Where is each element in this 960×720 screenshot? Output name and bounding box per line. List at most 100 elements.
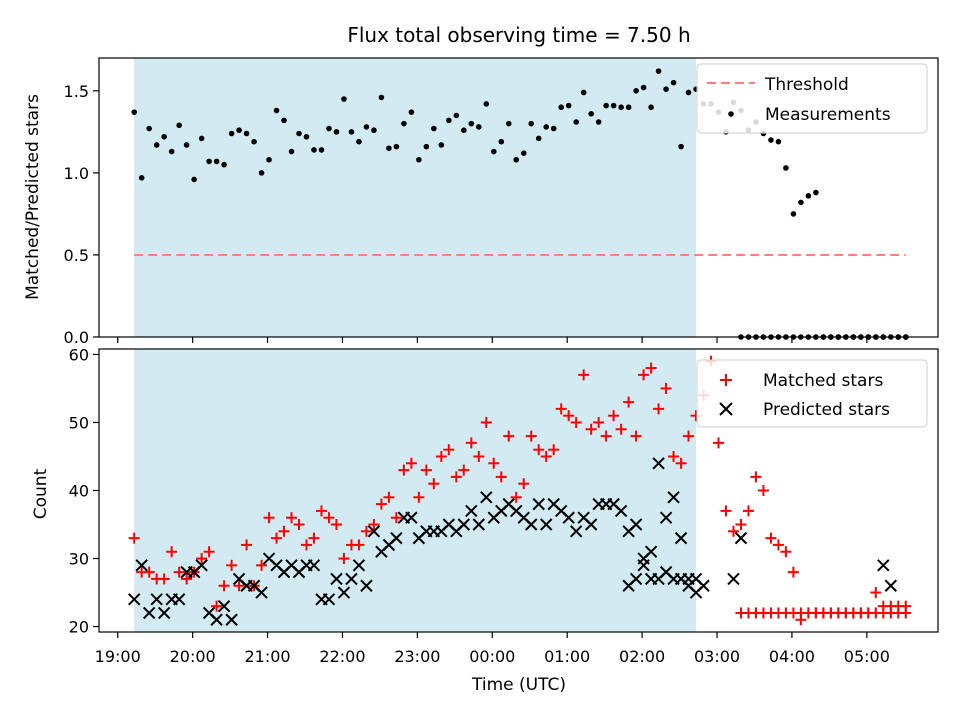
predicted-star-point: [884, 579, 898, 592]
top-shaded-interval: [134, 58, 697, 337]
matched-star-point: [203, 546, 215, 558]
matched-star-point: [338, 553, 350, 565]
matched-star-point: [772, 539, 784, 551]
y-tick-label: 50: [69, 413, 89, 432]
legend-matched-swatch: [720, 374, 732, 386]
measurement-point: [401, 120, 407, 127]
matched-star-point: [742, 505, 754, 517]
matched-star-point: [315, 505, 327, 517]
matched-star-point: [480, 416, 492, 428]
measurement-point: [153, 142, 160, 148]
x-tick-label: 20:00: [170, 647, 216, 666]
measurement-point: [648, 104, 654, 111]
matched-star-point: [525, 430, 537, 442]
matched-star-point: [196, 553, 208, 565]
measurement-point: [356, 138, 362, 145]
predicted-star-point: [569, 525, 583, 538]
matched-star-point: [158, 573, 170, 585]
predicted-star-point: [877, 559, 890, 572]
predicted-star-point: [352, 559, 366, 572]
predicted-star-point: [562, 511, 575, 524]
matched-star-point: [548, 444, 560, 456]
matched-star-point: [128, 532, 140, 544]
y-tick-label: 1.0: [64, 164, 89, 183]
measurement-point: [558, 104, 564, 111]
predicted-star-point: [345, 572, 358, 586]
predicted-star-point: [734, 531, 748, 545]
chart-title: Flux total observing time = 7.50 h: [347, 23, 690, 47]
measurement-point: [513, 156, 520, 163]
legend-predicted-swatch: [719, 402, 733, 416]
matched-star-point: [630, 430, 642, 442]
matched-star-point: [510, 491, 522, 503]
measurement-point: [431, 125, 437, 132]
measurement-point: [468, 120, 475, 127]
measurement-point: [168, 148, 175, 155]
matched-star-point: [660, 382, 672, 394]
matched-star-point: [383, 491, 395, 503]
matched-star-point: [256, 559, 268, 571]
matched-star-point: [398, 464, 410, 476]
measurement-point: [393, 143, 400, 150]
measurement-point: [183, 142, 190, 148]
y-tick-label: 40: [69, 482, 89, 501]
matched-star-point: [495, 471, 507, 483]
matched-star-point: [533, 444, 545, 456]
y-tick-label: 60: [69, 345, 89, 364]
matched-star-point: [623, 396, 635, 408]
measurement-point: [243, 130, 250, 137]
measurement-point: [588, 111, 594, 117]
measurement-point: [595, 119, 602, 125]
measurement-point: [663, 86, 669, 92]
measurement-point: [580, 89, 587, 96]
predicted-star-point: [225, 613, 238, 626]
predicted-star-point: [659, 511, 673, 524]
predicted-star-point: [135, 559, 148, 572]
measurement-point: [281, 117, 287, 124]
measurement-point: [251, 138, 257, 145]
predicted-star-point: [307, 559, 321, 572]
predicted-star-point: [480, 491, 493, 504]
measurement-point: [775, 138, 782, 145]
top-plot-frame: [98, 57, 939, 338]
legend-measurements-label: Measurements: [765, 105, 891, 125]
y-tick-label: 1.5: [64, 82, 89, 101]
matched-star-point: [166, 546, 178, 558]
predicted-star-point: [525, 518, 538, 531]
x-tick-label: 01:00: [544, 647, 590, 666]
matched-star-point: [360, 525, 372, 537]
predicted-star-point: [629, 572, 643, 586]
measurement-point: [498, 138, 505, 145]
matched-star-point: [330, 519, 342, 531]
predicted-star-point: [322, 593, 336, 606]
matched-star-point: [488, 457, 500, 469]
x-tick-label: 02:00: [619, 647, 665, 666]
predicted-star-point: [472, 518, 486, 531]
predicted-star-point: [674, 531, 688, 545]
matched-star-point: [226, 559, 238, 571]
y-tick-label: 20: [69, 618, 89, 637]
measurement-point: [805, 193, 812, 199]
measurement-point: [296, 130, 302, 137]
measurement-point: [790, 211, 797, 217]
predicted-star-point: [337, 586, 351, 599]
matched-star-point: [271, 532, 283, 544]
y-tick-label: 0.5: [64, 246, 89, 265]
predicted-star-point: [195, 559, 208, 572]
predicted-star-point: [457, 518, 471, 531]
measurement-point: [341, 96, 347, 102]
matched-star-point: [211, 600, 223, 612]
matched-star-point: [862, 607, 874, 619]
matched-star-point: [443, 444, 455, 456]
x-tick-label: 05:00: [844, 647, 890, 666]
measurement-point: [565, 102, 572, 109]
predicted-star-point: [330, 572, 343, 586]
matched-star-point: [503, 430, 515, 442]
legend-matched-label: Matched stars: [763, 371, 883, 391]
matched-star-point: [435, 450, 447, 462]
measurement-point: [813, 189, 819, 196]
x-tick-label: 04:00: [769, 647, 815, 666]
measurement-point: [633, 88, 639, 94]
measurement-point: [221, 161, 227, 168]
matched-star-point: [720, 505, 732, 517]
